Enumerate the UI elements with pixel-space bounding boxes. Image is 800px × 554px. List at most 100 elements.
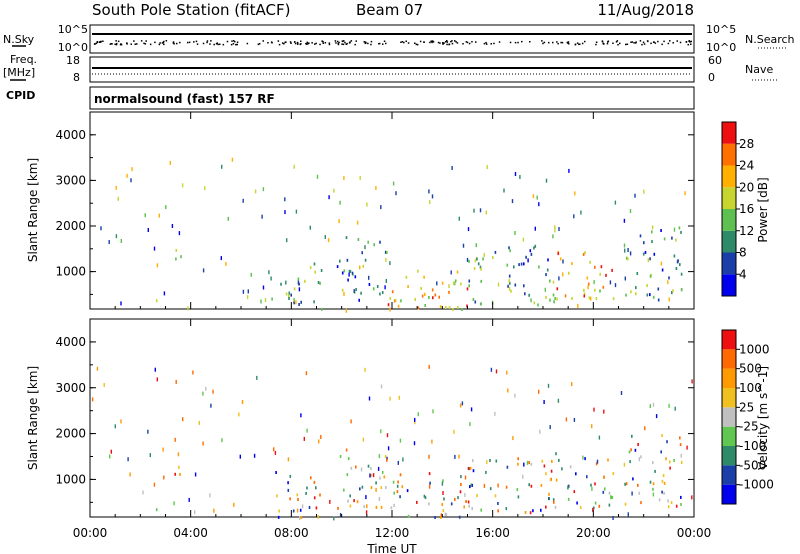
echo-cell xyxy=(470,483,473,487)
nsearch-point xyxy=(641,43,643,46)
echo-cell xyxy=(375,487,377,492)
echo-cell xyxy=(528,483,530,487)
echo-cell xyxy=(637,443,639,446)
nsearch-point xyxy=(631,41,634,43)
echo-cell xyxy=(328,195,330,200)
echo-cell xyxy=(611,268,613,272)
echo-cell xyxy=(529,511,532,515)
nsearch-point xyxy=(300,43,302,45)
echo-cell xyxy=(287,457,290,462)
echo-cell xyxy=(464,493,466,497)
nsearch-point xyxy=(429,41,431,44)
echo-cell xyxy=(466,257,469,262)
echo-cell xyxy=(381,470,384,474)
nsearch-point xyxy=(560,41,562,44)
echo-cell xyxy=(345,236,348,240)
echo-cell xyxy=(262,187,265,192)
nsearch-point xyxy=(382,43,384,45)
echo-cell xyxy=(472,469,475,473)
echo-cell xyxy=(380,429,382,434)
nsearch-point xyxy=(578,43,580,46)
echo-cell xyxy=(163,291,166,296)
echo-cell xyxy=(434,293,437,297)
echo-cell xyxy=(351,271,354,275)
echo-cell xyxy=(564,294,567,298)
echo-cell xyxy=(378,454,381,459)
nsearch-point xyxy=(630,41,632,43)
nsearch-point xyxy=(431,41,433,44)
echo-cell xyxy=(612,297,615,301)
nsearch-point xyxy=(446,43,448,46)
echo-cell xyxy=(414,420,416,425)
echo-cell xyxy=(651,225,654,230)
echo-cell xyxy=(268,270,270,275)
echo-cell xyxy=(567,497,570,501)
nsearch-point xyxy=(616,40,619,42)
echo-cell xyxy=(389,307,391,312)
echo-cell xyxy=(523,284,525,288)
nsearch-point xyxy=(315,42,317,45)
nsearch-point xyxy=(581,42,584,45)
nsearch-point xyxy=(370,43,372,46)
echo-cell xyxy=(603,475,605,479)
nsearch-point xyxy=(415,43,418,46)
echo-cell xyxy=(680,460,683,464)
echo-cell xyxy=(343,292,345,296)
nsearch-point xyxy=(431,40,434,42)
echo-cell xyxy=(120,239,122,243)
echo-cell xyxy=(649,404,651,409)
echo-cell xyxy=(577,304,579,308)
echo-cell xyxy=(468,467,471,471)
echo-cell xyxy=(414,297,416,301)
echo-cell xyxy=(513,265,515,269)
echo-cell xyxy=(428,189,430,194)
echo-cell xyxy=(594,288,596,292)
echo-cell xyxy=(238,412,240,417)
echo-cell xyxy=(336,265,339,269)
echo-cell xyxy=(386,458,388,462)
nsearch-point xyxy=(305,42,307,45)
echo-cell xyxy=(175,257,177,261)
echo-cell xyxy=(522,237,525,242)
echo-cell xyxy=(598,435,601,440)
echo-cell xyxy=(675,504,678,508)
echo-cell xyxy=(534,226,536,231)
echo-cell xyxy=(204,186,206,191)
echo-cell xyxy=(506,465,509,469)
nsearch-point xyxy=(289,41,292,43)
echo-cell xyxy=(115,234,118,239)
echo-cell xyxy=(514,393,516,398)
echo-cell xyxy=(308,506,311,509)
echo-cell xyxy=(178,231,181,236)
echo-cell xyxy=(545,178,548,183)
echo-cell xyxy=(637,483,639,487)
echo-cell xyxy=(558,276,560,281)
x-tick-label: 00:00 xyxy=(677,526,712,540)
nsearch-point xyxy=(343,40,345,42)
echo-cell xyxy=(445,513,448,517)
echo-cell xyxy=(668,276,670,280)
echo-cell xyxy=(384,454,387,458)
nsearch-point xyxy=(335,42,337,44)
echo-cell xyxy=(456,270,459,274)
nsearch-point xyxy=(689,41,691,43)
echo-cell xyxy=(527,258,529,263)
nsky-tick-high: 10^5 xyxy=(58,23,88,36)
echo-cell xyxy=(547,258,549,262)
echo-cell xyxy=(538,389,540,394)
nsearch-point xyxy=(423,41,425,43)
echo-cell xyxy=(458,454,460,459)
echo-cell xyxy=(350,419,352,424)
nsearch-point xyxy=(262,40,264,42)
echo-cell xyxy=(401,485,404,489)
echo-cell xyxy=(595,297,598,300)
colorbar-segment xyxy=(722,143,736,166)
echo-cell xyxy=(348,272,350,277)
echo-cell xyxy=(676,260,679,264)
echo-cell xyxy=(546,268,549,272)
echo-cell xyxy=(380,205,382,210)
echo-cell xyxy=(652,482,655,486)
echo-cell xyxy=(362,264,365,268)
echo-cell xyxy=(543,464,546,468)
echo-cell xyxy=(508,286,511,291)
